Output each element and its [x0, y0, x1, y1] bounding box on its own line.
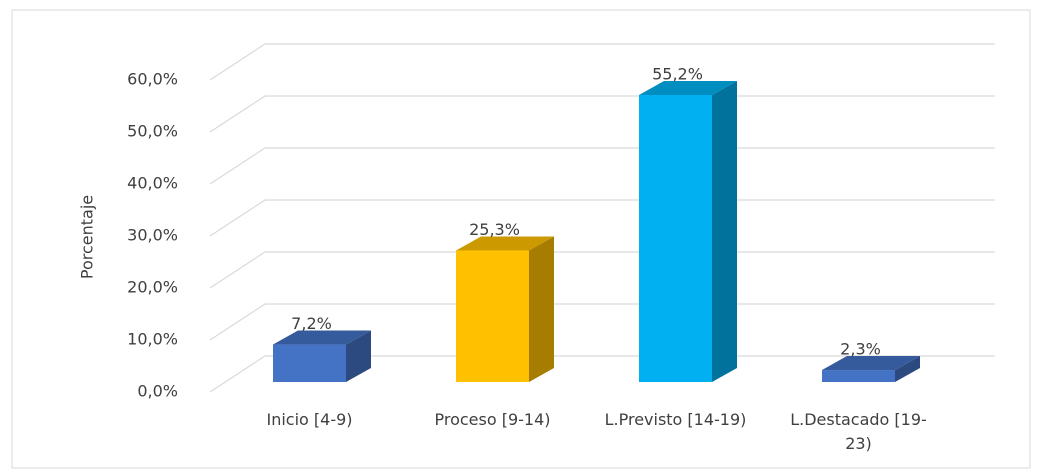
grid-line: [209, 303, 995, 341]
y-tick-label: 40,0%: [127, 174, 178, 193]
x-tick-label: L.Previsto [14-19): [605, 410, 747, 429]
bar: [639, 94, 712, 383]
x-tick-label: Inicio [4-9): [266, 410, 352, 429]
bar: [822, 370, 895, 382]
grid-line: [209, 199, 995, 237]
bar-top: [273, 330, 371, 345]
grid-line: [209, 251, 995, 289]
grid-line: [209, 147, 995, 185]
bar-side: [712, 80, 737, 383]
bar-top: [639, 80, 737, 95]
y-axis-label: Porcentaje: [78, 195, 97, 279]
x-tick-label: Proceso [9-14): [434, 410, 550, 429]
bar: [456, 250, 529, 382]
bar-side: [346, 330, 371, 382]
x-tick-label: L.Destacado [19-23): [790, 410, 927, 453]
y-tick-label: 20,0%: [127, 278, 178, 297]
data-label: 55,2%: [652, 64, 703, 83]
bar-top: [822, 356, 920, 371]
y-tick-label: 10,0%: [127, 330, 178, 349]
grid-line: [209, 95, 995, 133]
grid-line: [209, 43, 995, 81]
bar-side: [529, 236, 554, 382]
bar-top: [456, 236, 554, 251]
data-label: 2,3%: [840, 340, 881, 359]
data-label: 25,3%: [469, 220, 520, 239]
grid-line: [209, 355, 995, 393]
y-tick-label: 30,0%: [127, 226, 178, 245]
y-tick-label: 50,0%: [127, 122, 178, 141]
bar-side: [895, 356, 920, 382]
data-label: 7,2%: [291, 314, 332, 333]
bar: [273, 344, 346, 382]
y-tick-label: 60,0%: [127, 70, 178, 89]
y-tick-label: 0,0%: [137, 382, 178, 401]
